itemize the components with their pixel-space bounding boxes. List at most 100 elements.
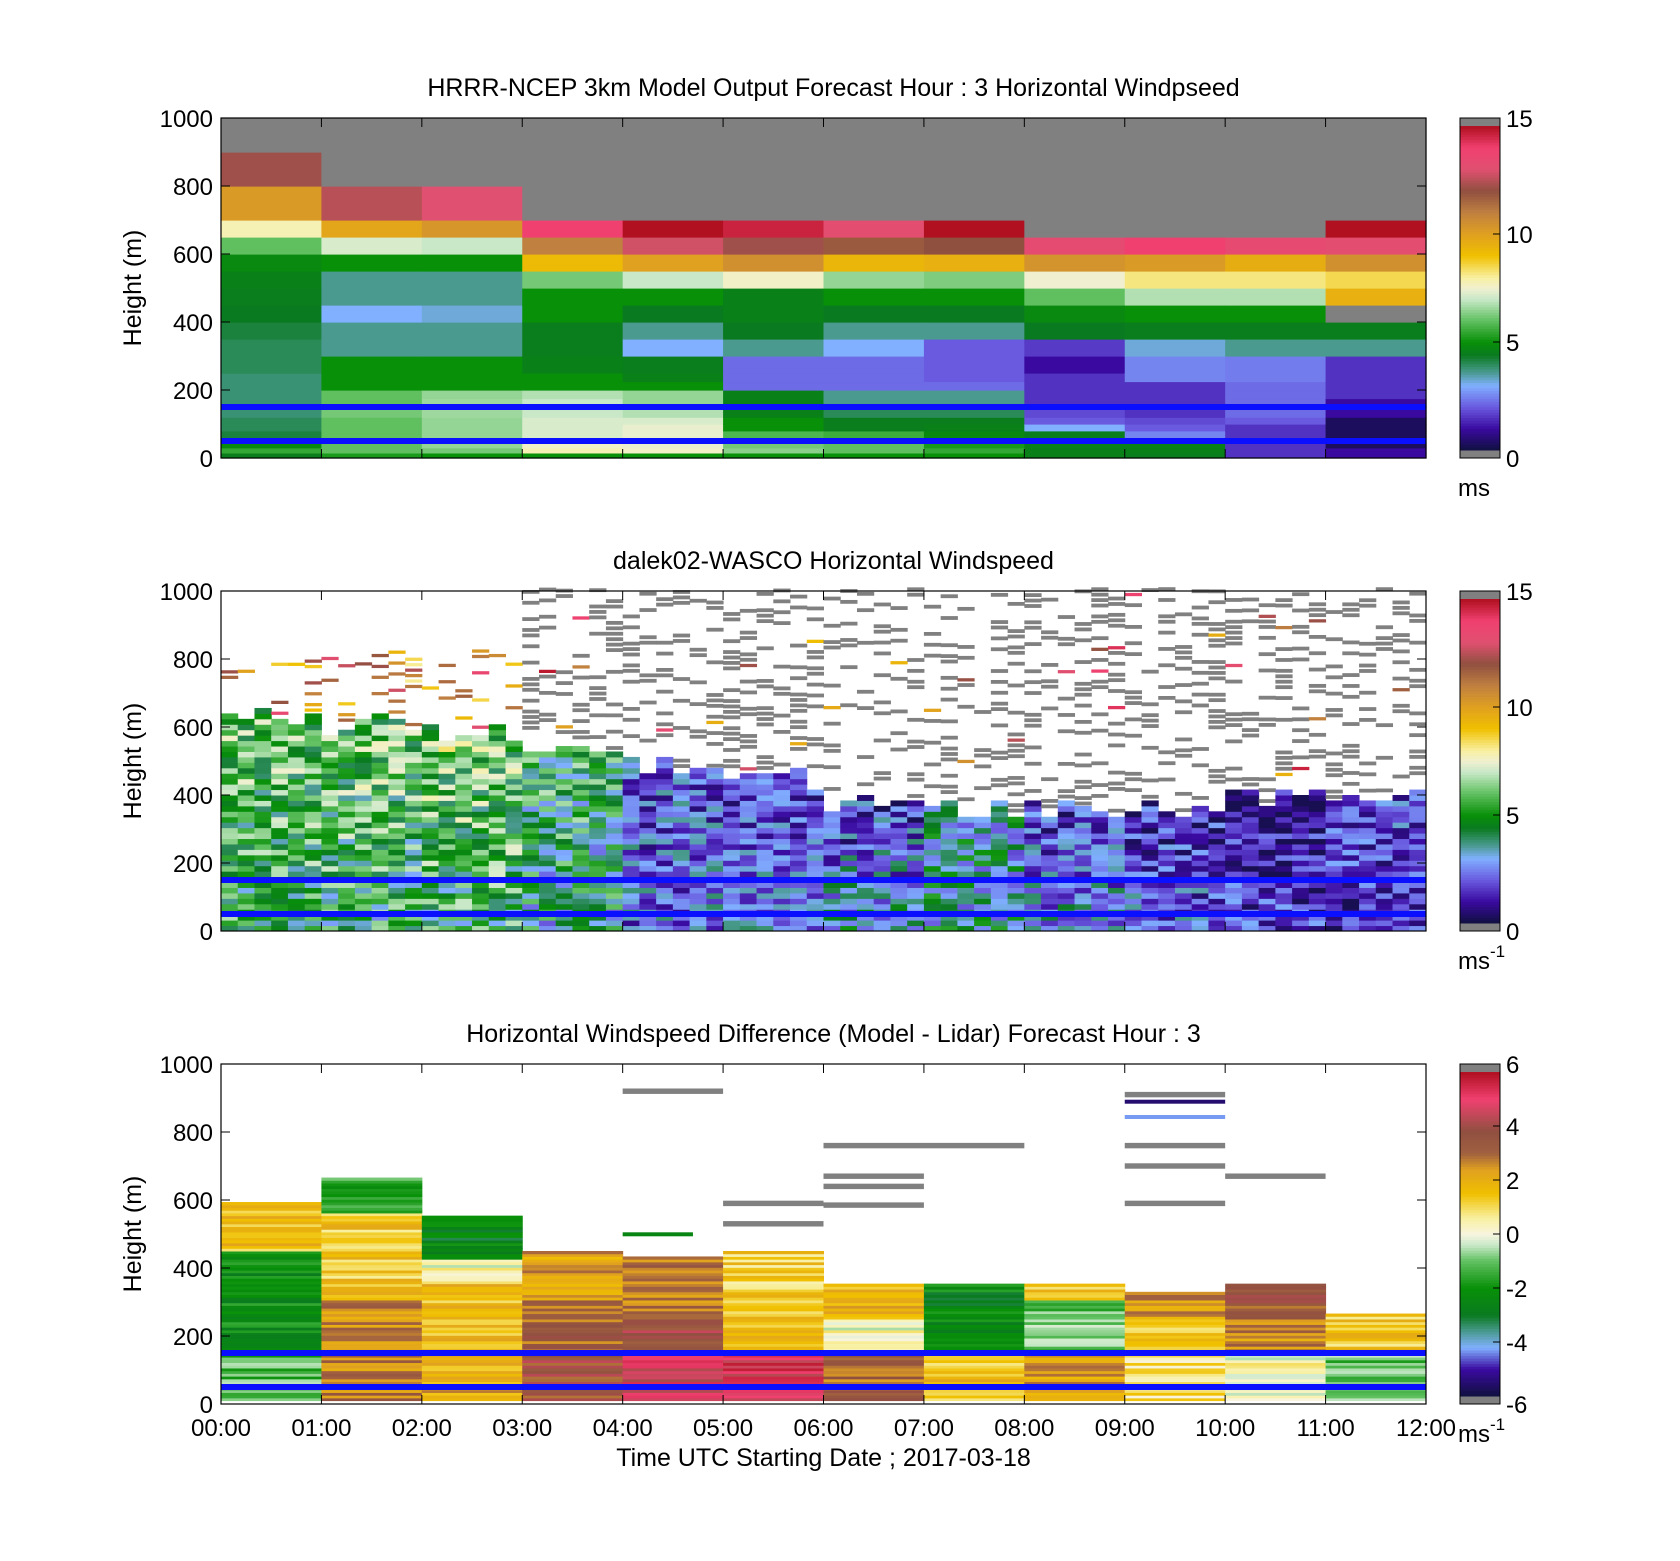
heatmap-cell: [421, 1264, 523, 1268]
missing-cell: [1258, 717, 1276, 722]
heatmap-cell: [505, 816, 523, 823]
heatmap-cell: [1024, 417, 1126, 425]
heatmap-cell: [890, 925, 908, 932]
heatmap-cell: [271, 711, 289, 715]
colorbar-tick-label: -2: [1506, 1276, 1527, 1303]
heatmap-cell: [1275, 865, 1293, 872]
heatmap-cell: [221, 854, 239, 861]
missing-cell: [522, 682, 540, 687]
missing-cell: [1091, 619, 1109, 624]
heatmap-cell: [806, 795, 824, 801]
colorbar-segment: [1460, 1223, 1500, 1227]
heatmap-cell: [221, 305, 323, 323]
heatmap-cell: [287, 882, 306, 888]
heatmap-cell: [254, 838, 272, 845]
heatmap-cell: [957, 920, 975, 927]
heatmap-cell: [572, 805, 590, 812]
missing-cell: [1108, 596, 1126, 601]
heatmap-cell: [1091, 887, 1109, 894]
missing-cell: [605, 648, 624, 652]
heatmap-cell: [237, 898, 255, 905]
heatmap-cell: [421, 1319, 523, 1323]
heatmap-cell: [1124, 898, 1142, 905]
heatmap-cell: [1007, 854, 1025, 861]
heatmap-cell: [221, 1204, 322, 1208]
heatmap-cell: [472, 805, 490, 812]
heatmap-cell: [890, 903, 908, 910]
colorbar-segment: [1460, 842, 1500, 846]
heatmap-cell: [739, 773, 758, 780]
heatmap-cell: [555, 762, 573, 769]
heatmap-cell: [873, 805, 891, 812]
heatmap-cell: [605, 860, 624, 867]
heatmap-cell: [421, 1365, 523, 1369]
heatmap-cell: [723, 1381, 824, 1385]
heatmap-cell: [455, 860, 473, 867]
colorbar-segment: [1460, 644, 1500, 649]
missing-cell: [1174, 666, 1193, 671]
heatmap-cell: [221, 1215, 322, 1219]
missing-cell: [1108, 732, 1126, 737]
heatmap-cell: [522, 1310, 624, 1315]
heatmap-cell: [622, 398, 724, 408]
heatmap-cell: [1292, 766, 1310, 771]
missing-cell: [790, 708, 808, 713]
heatmap-cell: [1024, 1395, 1126, 1399]
heatmap-cell: [321, 1291, 423, 1296]
heatmap-cell: [1158, 887, 1176, 894]
missing-cell: [622, 663, 640, 668]
heatmap-cell: [923, 442, 1025, 449]
heatmap-cell: [1024, 1299, 1126, 1304]
missing-cell: [1275, 766, 1293, 771]
missing-cell: [522, 720, 540, 725]
heatmap-cell: [405, 816, 423, 823]
heatmap-cell: [1024, 1297, 1126, 1301]
heatmap-cell: [287, 914, 306, 921]
missing-cell: [790, 698, 808, 702]
heatmap-cell: [271, 746, 289, 752]
heatmap-cell: [405, 784, 423, 791]
missing-cell: [522, 628, 540, 632]
missing-cell: [1141, 588, 1159, 592]
heatmap-cell: [237, 871, 255, 878]
heatmap-cell: [1275, 795, 1293, 801]
missing-cell: [1359, 690, 1377, 695]
heatmap-cell: [221, 1343, 322, 1347]
heatmap-cell: [1392, 800, 1410, 807]
heatmap-cell: [723, 887, 741, 894]
colorbar-segment: [1460, 1088, 1500, 1092]
missing-cell: [1225, 717, 1243, 722]
heatmap-cell: [1091, 816, 1109, 823]
missing-cell: [1342, 640, 1360, 645]
colorbar-segment: [1460, 182, 1500, 186]
missing-cell: [589, 713, 607, 718]
heatmap-cell: [488, 838, 507, 845]
heatmap-cell: [823, 887, 841, 894]
heatmap-cell: [237, 718, 255, 725]
heatmap-cell: [221, 778, 239, 785]
missing-cell: [689, 680, 707, 685]
heatmap-cell: [589, 920, 607, 927]
heatmap-cell: [840, 914, 858, 921]
heatmap-cell: [873, 860, 891, 867]
heatmap-cell: [1124, 322, 1226, 340]
heatmap-cell: [1024, 1381, 1126, 1385]
heatmap-cell: [388, 903, 406, 910]
heatmap-cell: [1325, 1373, 1427, 1377]
heatmap-cell: [1208, 849, 1226, 856]
missing-cell: [1007, 650, 1025, 655]
missing-cell: [1359, 603, 1377, 608]
missing-cell: [923, 642, 942, 647]
colorbar-segment: [1460, 1090, 1500, 1095]
heatmap-cell: [321, 1376, 423, 1380]
heatmap-cell: [421, 430, 523, 439]
heatmap-cell: [555, 805, 573, 812]
missing-cell: [723, 709, 741, 714]
heatmap-cell: [823, 1367, 925, 1372]
missing-cell: [1392, 709, 1410, 714]
heatmap-cell: [221, 1367, 322, 1372]
heatmap-cell: [656, 805, 674, 812]
heatmap-cell: [354, 729, 373, 736]
heatmap-cell: [840, 920, 858, 927]
heatmap-cell: [1124, 1389, 1226, 1393]
